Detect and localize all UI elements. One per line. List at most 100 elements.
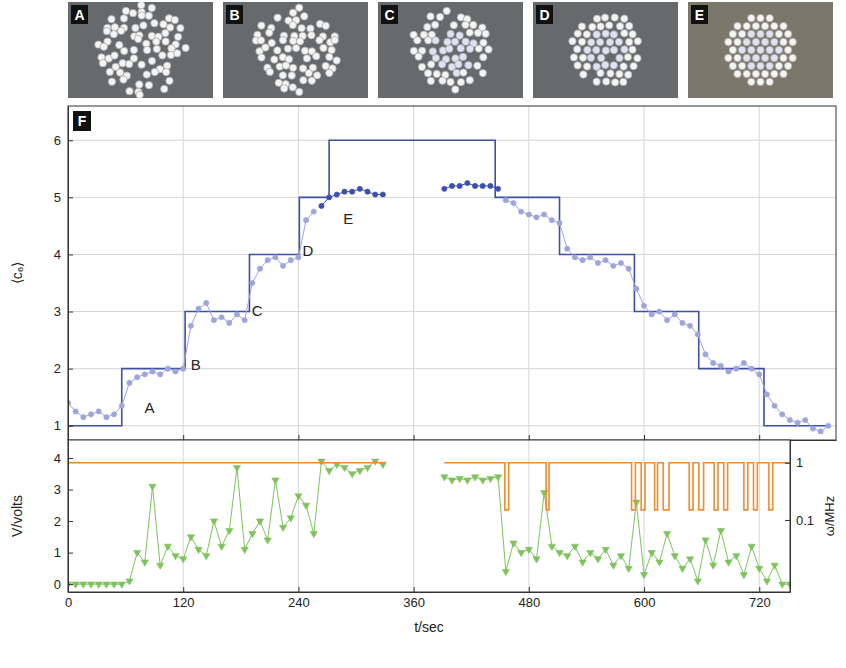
marker bbox=[717, 528, 724, 534]
tick-label: 120 bbox=[173, 595, 195, 610]
particle bbox=[616, 23, 623, 30]
particle bbox=[620, 63, 627, 70]
particle bbox=[119, 60, 126, 67]
marker bbox=[711, 360, 716, 365]
marker bbox=[257, 266, 262, 271]
particle bbox=[166, 77, 173, 84]
particle bbox=[279, 72, 286, 79]
marker bbox=[356, 469, 363, 475]
particle bbox=[296, 4, 303, 11]
grid-line bbox=[68, 311, 836, 312]
particle bbox=[775, 30, 782, 37]
tick-mark bbox=[785, 463, 790, 464]
particle bbox=[771, 54, 778, 61]
particle bbox=[284, 45, 291, 52]
particle bbox=[597, 23, 604, 30]
marker bbox=[111, 582, 118, 588]
marker bbox=[472, 475, 479, 481]
marker bbox=[488, 183, 493, 188]
particle bbox=[262, 44, 269, 51]
marker bbox=[826, 423, 831, 428]
particle bbox=[446, 45, 453, 52]
tick-label: 360 bbox=[403, 595, 425, 610]
tick: 3 bbox=[54, 482, 73, 497]
particle bbox=[771, 38, 778, 45]
marker bbox=[272, 478, 279, 484]
axis-title: ⟨c₆⟩ bbox=[9, 262, 25, 285]
marker bbox=[740, 573, 747, 579]
marker bbox=[772, 403, 777, 408]
particle bbox=[616, 70, 623, 77]
particle bbox=[443, 7, 450, 14]
marker bbox=[150, 369, 155, 374]
marker bbox=[557, 220, 562, 225]
particle bbox=[456, 32, 463, 39]
axis-line bbox=[790, 441, 791, 593]
particle bbox=[780, 22, 787, 29]
axis: 0.11 bbox=[785, 441, 814, 593]
particle bbox=[610, 46, 617, 53]
particle bbox=[292, 44, 299, 51]
tick-mark bbox=[68, 458, 73, 459]
tick-label: 720 bbox=[749, 595, 771, 610]
marker bbox=[625, 566, 632, 572]
particle bbox=[474, 29, 481, 36]
marker bbox=[748, 544, 755, 550]
grid-line bbox=[183, 106, 184, 440]
particle bbox=[734, 22, 741, 29]
tick-label: 240 bbox=[288, 595, 310, 610]
tick-mark bbox=[68, 197, 73, 198]
marker bbox=[158, 372, 163, 377]
marker bbox=[280, 263, 285, 268]
marker bbox=[242, 318, 247, 323]
plot-area bbox=[68, 459, 790, 588]
tick: 600 bbox=[634, 587, 656, 610]
marker bbox=[103, 582, 110, 588]
marker bbox=[542, 212, 547, 217]
marker bbox=[287, 516, 294, 522]
tick-mark bbox=[68, 553, 73, 554]
marker bbox=[780, 412, 785, 417]
tick-mark bbox=[68, 490, 73, 491]
tick: 240 bbox=[288, 587, 310, 610]
marker bbox=[764, 392, 769, 397]
particle bbox=[602, 30, 609, 37]
particle bbox=[111, 52, 118, 59]
axis: 01234 bbox=[54, 441, 73, 593]
axis-line bbox=[69, 592, 791, 593]
particle bbox=[275, 79, 282, 86]
particle bbox=[584, 46, 591, 53]
marker bbox=[602, 547, 609, 553]
particle bbox=[427, 61, 434, 68]
panel-label: F bbox=[78, 113, 87, 129]
tick: 3 bbox=[54, 304, 73, 319]
tick-label: 1 bbox=[54, 545, 61, 560]
marker bbox=[664, 318, 669, 323]
panel-label-box bbox=[73, 111, 91, 131]
particle bbox=[578, 23, 585, 30]
particle bbox=[143, 71, 150, 78]
particle bbox=[624, 71, 631, 78]
marker bbox=[725, 560, 732, 566]
particle bbox=[132, 24, 139, 31]
particle bbox=[316, 37, 323, 44]
tick-label: 1 bbox=[796, 455, 803, 470]
marker bbox=[503, 198, 508, 203]
particle bbox=[298, 24, 305, 31]
marker bbox=[703, 352, 708, 357]
tick-mark bbox=[68, 521, 73, 522]
particle bbox=[457, 45, 464, 52]
grid-line bbox=[413, 106, 414, 440]
particle bbox=[151, 20, 158, 27]
particle bbox=[140, 22, 147, 29]
particle bbox=[629, 31, 636, 38]
photo-panel: D bbox=[533, 2, 678, 98]
marker bbox=[80, 582, 87, 588]
particle bbox=[308, 32, 315, 39]
marker bbox=[572, 255, 577, 260]
particle bbox=[593, 31, 600, 38]
marker bbox=[626, 266, 631, 271]
tick-label: 0 bbox=[65, 595, 72, 610]
particle bbox=[752, 22, 759, 29]
particle bbox=[266, 68, 273, 75]
